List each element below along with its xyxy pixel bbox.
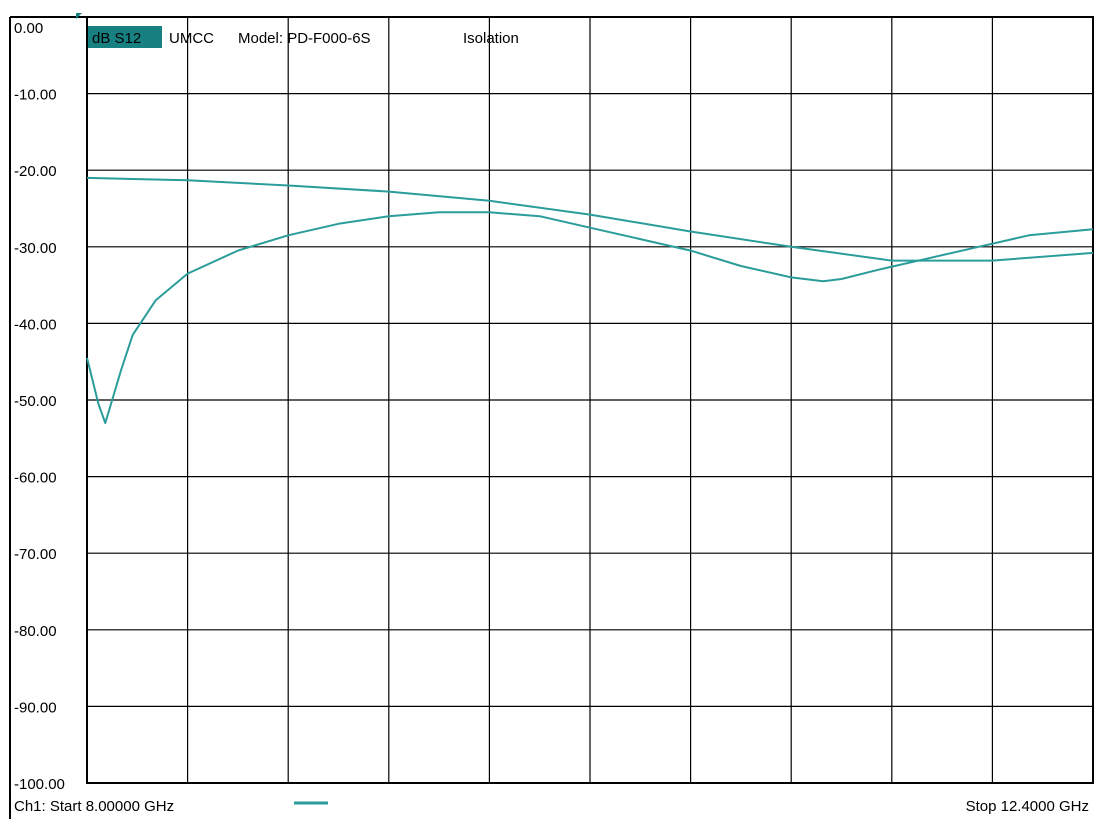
trace-description-label: Isolation	[463, 30, 519, 47]
trace-model-label: Model: PD-F000-6S	[238, 30, 371, 47]
y-tick-label: -40.00	[14, 316, 57, 333]
footer: Ch1: Start 8.00000 GHz Stop 12.4000 GHz	[14, 798, 1089, 815]
stop-frequency-label: Stop 12.4000 GHz	[966, 798, 1089, 815]
y-tick-label: -90.00	[14, 699, 57, 716]
y-tick-label: -60.00	[14, 470, 57, 487]
reference-marker	[76, 13, 82, 19]
y-tick-label: -50.00	[14, 393, 57, 410]
y-tick-label: -80.00	[14, 623, 57, 640]
y-tick-label: -100.00	[14, 776, 65, 793]
y-tick-label: 0.00	[14, 20, 43, 37]
y-tick-label: -20.00	[14, 163, 57, 180]
trace-company-label: UMCC	[169, 30, 214, 47]
traces	[86, 176, 1094, 424]
y-tick-label: -30.00	[14, 240, 57, 257]
y-tick-label: -10.00	[14, 87, 57, 104]
trace-title: dB S12 UMCC Model: PD-F000-6S Isolation	[88, 26, 519, 48]
trace-badge	[88, 26, 162, 48]
trace-line-1	[86, 211, 1094, 424]
grid	[9, 16, 1094, 819]
start-frequency-label: Ch1: Start 8.00000 GHz	[14, 798, 174, 815]
trace-measurement-label: dB S12	[92, 30, 141, 47]
y-tick-label: -70.00	[14, 546, 57, 563]
y-tick-labels: 0.00 -10.00 -20.00 -30.00 -40.00 -50.00 -60.00…	[14, 20, 65, 793]
trace-line-2	[86, 176, 1094, 262]
